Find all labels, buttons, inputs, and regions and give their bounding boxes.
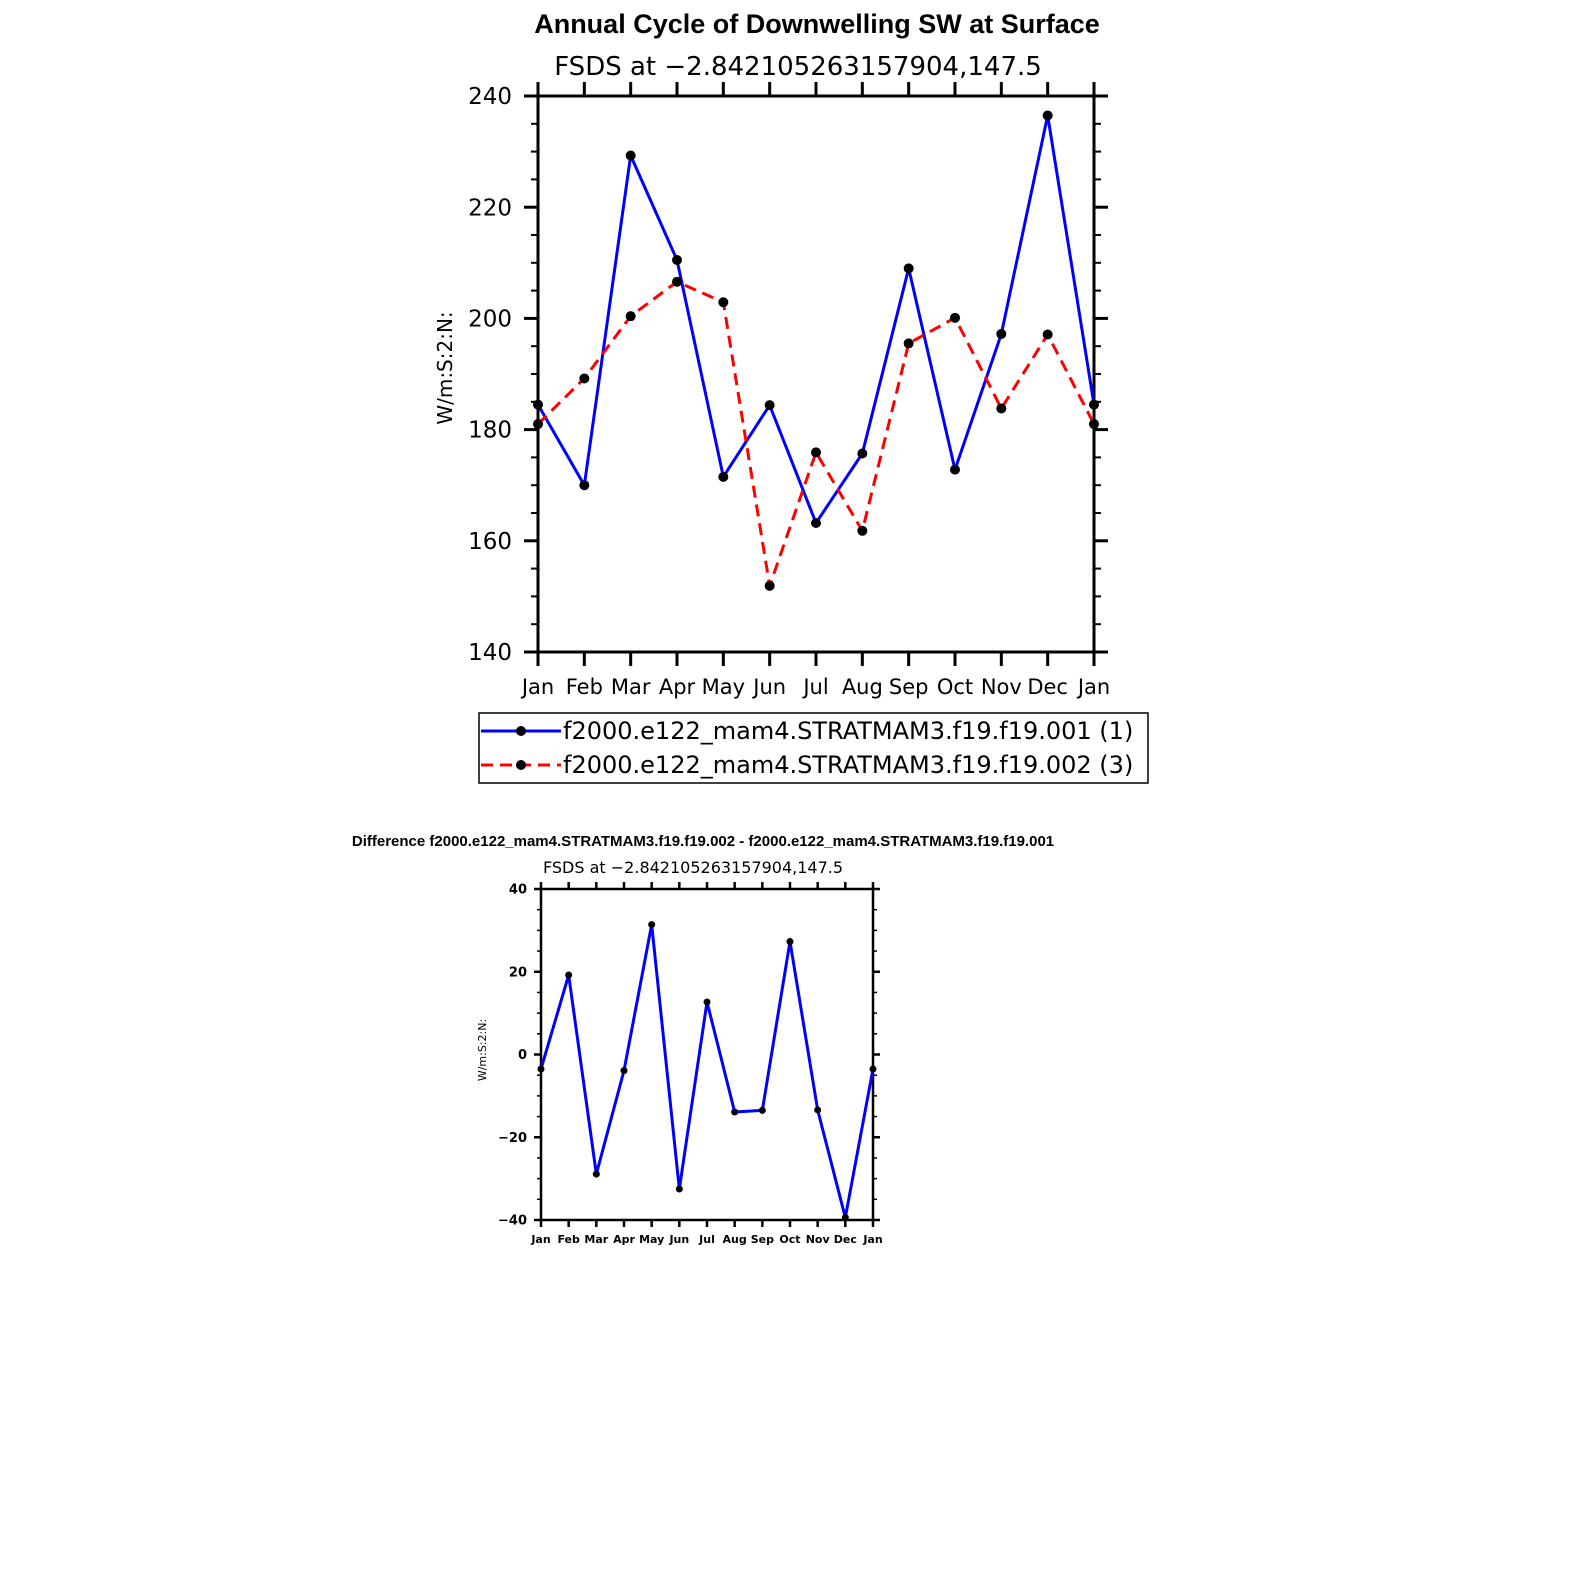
diff-ytick-label: 40: [509, 883, 527, 898]
main-series-2-point: [811, 447, 821, 458]
diff-ytick-label: 0: [518, 1048, 527, 1063]
main-series-1-point: [718, 471, 729, 482]
diff-series-1-point: [592, 1170, 600, 1178]
main-series-2-point: [672, 276, 682, 287]
main-ytick-label: 160: [468, 529, 512, 555]
main-xtick-label: Jun: [751, 675, 786, 699]
main-xtick-label: Jan: [520, 675, 554, 699]
main-series-2-point: [579, 373, 590, 384]
diff-chart-subtitle: FSDS at −2.842105263157904,147.5: [543, 858, 843, 877]
main-ytick-label: 220: [468, 195, 512, 221]
diff-ytick-label: 20: [509, 965, 527, 980]
diff-series-1-point: [758, 1106, 766, 1114]
diff-series-1-point: [703, 998, 711, 1006]
main-series-1-point: [903, 263, 914, 274]
main-xtick-label: Sep: [889, 675, 929, 699]
diff-xtick-label: Feb: [557, 1233, 580, 1246]
main-series-1-point: [533, 399, 543, 410]
main-xtick-label: May: [702, 675, 745, 699]
main-ytick-label: 140: [468, 640, 512, 666]
diff-xtick-label: Apr: [613, 1233, 635, 1246]
diff-series-1-point: [620, 1067, 628, 1075]
diff-series-1-point: [814, 1106, 822, 1114]
main-chart-title: Annual Cycle of Downwelling SW at Surfac…: [534, 9, 1100, 39]
main-series-1-point: [996, 328, 1007, 339]
main-chart-subtitle: FSDS at −2.842105263157904,147.5: [554, 52, 1042, 82]
main-xtick-label: Mar: [611, 675, 651, 699]
diff-chart-title: Difference f2000.e122_mam4.STRATMAM3.f19…: [352, 833, 1054, 850]
main-series-1-point: [625, 150, 636, 161]
diff-ytick-label: −40: [498, 1214, 527, 1229]
main-xtick-label: Nov: [981, 675, 1022, 699]
diff-xtick-label: Jun: [668, 1233, 689, 1246]
diff-xtick-label: Jan: [530, 1233, 550, 1246]
main-series-2-point: [1042, 329, 1053, 340]
main-series-2-point: [903, 338, 914, 349]
main-chart-ylabel: W/m:S:2:N:: [433, 311, 457, 424]
legend-box: [478, 712, 1149, 784]
main-series-1-point: [1042, 110, 1053, 121]
main-plot-area: Jan Feb Mar Apr May Jun Jul Aug Sep Oct Nov Dec Jan 1…: [468, 82, 1110, 699]
main-frame: [536, 94, 1096, 654]
diff-series-1-point: [786, 938, 794, 946]
diff-series-1-point: [675, 1185, 683, 1193]
diff-xtick-label: May: [639, 1233, 664, 1246]
legend-marker-series-2: [516, 760, 526, 770]
main-series-2-point: [718, 297, 729, 308]
diff-xtick-label: Jan: [862, 1233, 882, 1246]
main-series-1-point: [764, 400, 775, 411]
diff-series-1-line: [539, 923, 875, 1220]
main-series-2-point: [1089, 419, 1099, 430]
legend-label-series-1: f2000.e122_mam4.STRATMAM3.f19.f19.001 (1…: [563, 717, 1133, 745]
main-ytick-label: 180: [468, 418, 512, 444]
diff-frame: [539, 887, 875, 1222]
diff-xtick-label: Jul: [698, 1233, 715, 1246]
diff-series-1-point: [731, 1108, 739, 1116]
main-series-1-point: [811, 518, 821, 529]
main-xtick-label: Feb: [566, 675, 603, 699]
main-series-1-point: [950, 464, 960, 475]
main-series-1-point: [1089, 399, 1099, 410]
main-xtick-label: Jan: [1076, 675, 1110, 699]
main-xtick-label: Apr: [659, 675, 696, 699]
main-ytick-label: 240: [468, 84, 512, 110]
main-series-2-line: [536, 280, 1096, 588]
main-series-1-line: [536, 113, 1096, 525]
diff-series-1-point: [565, 971, 573, 979]
main-series-2-point: [764, 580, 775, 591]
main-xtick-label: Aug: [842, 675, 883, 699]
main-xtick-label: Jul: [801, 675, 828, 699]
diff-xtick-label: Aug: [723, 1233, 747, 1246]
main-series-2-point: [950, 312, 960, 323]
diff-series-1-point: [648, 921, 656, 929]
diff-series-1-point: [841, 1214, 849, 1222]
main-series-2-point: [996, 403, 1007, 414]
diff-xtick-label: Dec: [834, 1233, 857, 1246]
main-xtick-label: Oct: [937, 675, 973, 699]
main-ytick-label: 200: [468, 306, 512, 332]
main-series-2-point: [857, 525, 868, 536]
diff-xtick-label: Nov: [806, 1233, 831, 1246]
main-series-1-point: [579, 480, 590, 491]
main-series-1-point: [857, 448, 868, 459]
diff-xtick-label: Mar: [584, 1233, 608, 1246]
main-series-2-point: [625, 311, 636, 322]
diff-ytick-label: −20: [498, 1131, 527, 1146]
legend-marker-series-1: [516, 726, 526, 736]
legend-label-series-2: f2000.e122_mam4.STRATMAM3.f19.f19.002 (3…: [563, 751, 1133, 779]
diff-chart-ylabel: W/m:S:2:N:: [476, 1019, 489, 1081]
diff-xtick-label: Oct: [779, 1233, 800, 1246]
diff-series-1-point: [537, 1065, 545, 1073]
main-xtick-label: Dec: [1027, 675, 1068, 699]
diff-plot-area: Jan Feb Mar Apr May Jun Jul Aug Sep Oct Nov Dec Jan−…: [498, 882, 883, 1246]
main-series-2-point: [533, 419, 543, 430]
diff-series-1-point: [869, 1065, 877, 1073]
diff-xtick-label: Sep: [751, 1233, 774, 1246]
main-series-1-point: [672, 255, 682, 266]
